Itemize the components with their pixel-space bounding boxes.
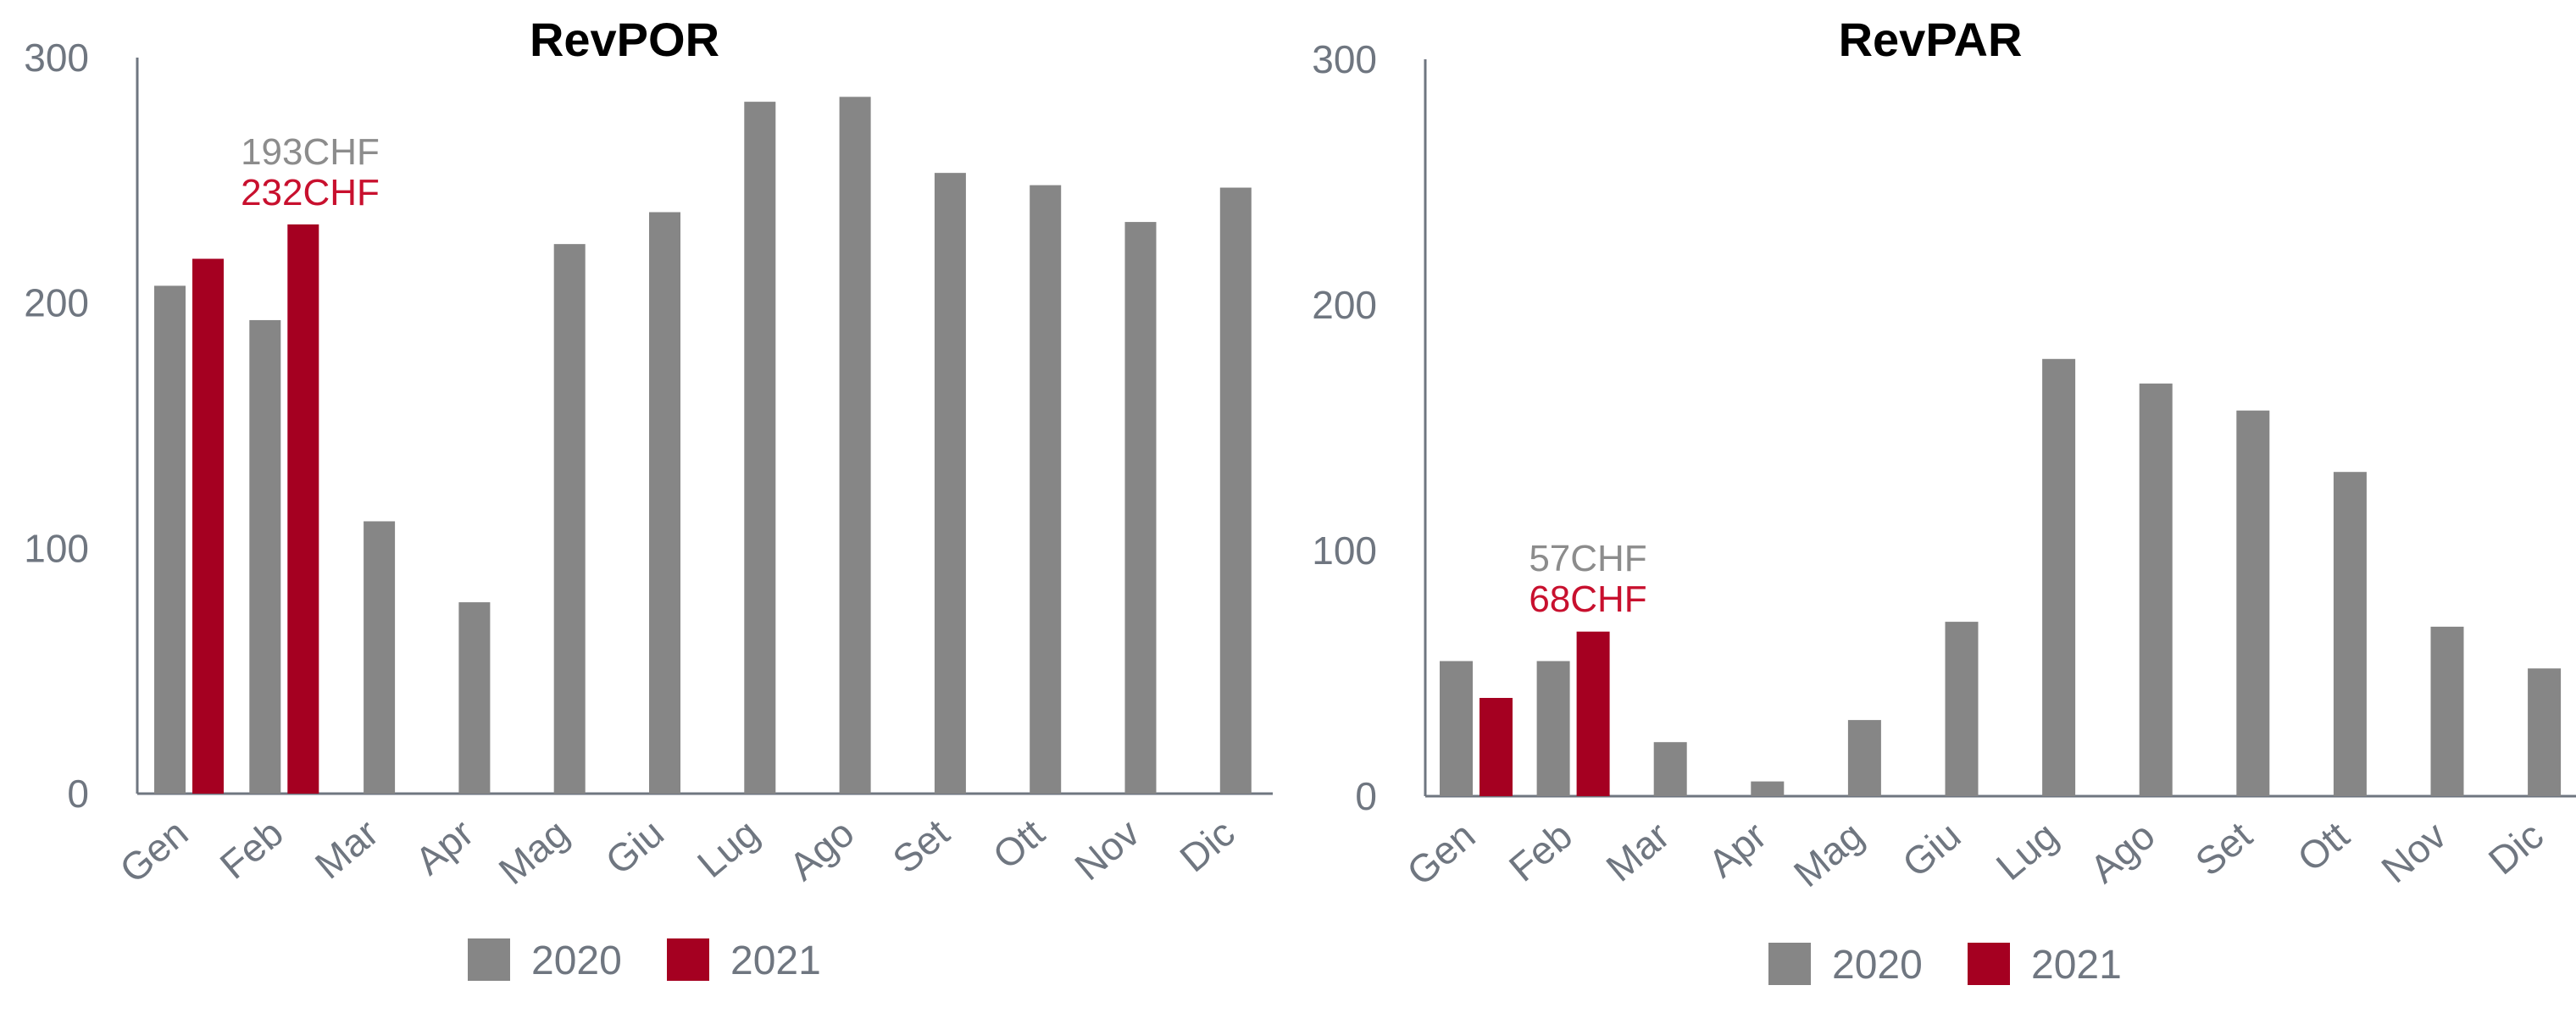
revpar-chart-title: RevPAR xyxy=(1839,13,2023,66)
revpor-x-tick-label: Mar xyxy=(307,811,386,888)
revpor-x-tick-label: Dic xyxy=(1171,811,1242,881)
revpar-data-label: 68CHF xyxy=(1529,578,1646,620)
revpor-x-tick-label: Ago xyxy=(780,811,862,888)
revpar-x-tick-label: Set xyxy=(2187,813,2260,884)
revpar-legend-swatch-2020 xyxy=(1768,943,1811,985)
revpor-bar-2020-apr xyxy=(458,602,491,794)
revpor-legend-label: 2020 xyxy=(531,938,622,983)
revpor-legend-swatch-2020 xyxy=(468,938,510,981)
revpor-x-tick-label: Nov xyxy=(1066,811,1147,888)
revpar-y-tick-label: 200 xyxy=(1312,283,1377,327)
revpar-bar-2020-gen xyxy=(1440,661,1473,796)
revpor-bar-2020-giu xyxy=(649,212,680,794)
revpar-x-tick-label: Giu xyxy=(1894,813,1968,886)
revpar-legend-label: 2020 xyxy=(1832,943,1923,988)
revpar-x-tick-label: Dic xyxy=(2480,813,2551,883)
revpar-x-tick-label: Nov xyxy=(2373,813,2454,891)
revpor-x-tick-label: Ott xyxy=(985,811,1053,877)
revpor-x-tick-label: Lug xyxy=(689,811,767,886)
revpor-bar-2020-ago xyxy=(839,97,871,794)
revpor-bar-2020-dic xyxy=(1219,187,1252,794)
revpor-bar-2020-lug xyxy=(744,102,776,794)
revpor-x-tick-label: Feb xyxy=(212,811,291,888)
revpar-bar-2021-feb xyxy=(1576,631,1610,796)
revpar-x-tick-label: Lug xyxy=(1988,813,2066,888)
revpar-bar-2021-gen xyxy=(1480,698,1513,796)
revpor-y-tick-label: 100 xyxy=(24,526,89,570)
revpar-bar-2020-ago xyxy=(2139,383,2173,796)
revpar-x-tick-label: Gen xyxy=(1398,813,1483,894)
revpar-bar-2020-ott xyxy=(2333,472,2367,796)
revpor-bar-2020-ott xyxy=(1030,185,1062,794)
revpor-bar-2021-gen xyxy=(192,258,224,794)
revpar-bar-2020-set xyxy=(2236,410,2270,796)
revpor-bar-2021-feb xyxy=(287,224,319,794)
revpor-data-label: 193CHF xyxy=(241,131,380,173)
revpor-x-tick-label: Giu xyxy=(597,811,672,883)
revpar-x-tick-label: Feb xyxy=(1501,813,1580,890)
revpar-x-tick-label: Ago xyxy=(2081,813,2162,891)
revpor-bar-2020-gen xyxy=(154,285,186,794)
revpor-data-label: 232CHF xyxy=(241,172,380,213)
revpor-bar-2020-mar xyxy=(364,521,396,794)
revpor-bar-2020-set xyxy=(934,173,966,794)
revpor-x-tick-label: Mag xyxy=(491,811,577,893)
revpar-x-tick-label: Mar xyxy=(1598,813,1678,890)
revpar-bar-2020-lug xyxy=(2042,358,2076,796)
revpar-x-tick-label: Mag xyxy=(1785,813,1872,895)
revpar-y-tick-label: 300 xyxy=(1312,37,1377,81)
revpor-y-tick-label: 200 xyxy=(24,281,89,325)
revpar-bar-2020-giu xyxy=(1945,622,1979,796)
revpar-bar-2020-apr xyxy=(1751,781,1785,796)
revpor-legend-label: 2021 xyxy=(730,938,821,983)
revpor-bar-2020-feb xyxy=(249,319,281,794)
revpor-x-tick-label: Apr xyxy=(407,811,481,883)
revpor-bar-2020-mag xyxy=(553,244,586,794)
revpar-y-tick-label: 0 xyxy=(1355,774,1377,818)
revpar-bar-2020-mar xyxy=(1653,742,1687,796)
revpor-y-tick-label: 300 xyxy=(24,36,89,80)
revpar-bar-2020-feb xyxy=(1536,661,1570,796)
revpar-bar-2020-nov xyxy=(2430,626,2464,796)
revpar-x-tick-label: Apr xyxy=(1700,813,1774,886)
revpor-x-tick-label: Set xyxy=(885,811,958,882)
revpar-x-tick-label: Ott xyxy=(2289,813,2357,880)
revpor-bar-2020-nov xyxy=(1124,222,1157,794)
revpar-legend-swatch-2021 xyxy=(1968,943,2010,985)
revpor-chart-title: RevPOR xyxy=(530,13,719,66)
revpar-bar-2020-dic xyxy=(2528,668,2562,796)
revpor-x-tick-label: Gen xyxy=(111,811,196,892)
revpar-legend-label: 2021 xyxy=(2031,943,2122,988)
revpar-y-tick-label: 100 xyxy=(1312,529,1377,573)
revpor-legend-swatch-2021 xyxy=(667,938,709,981)
revpar-bar-2020-mag xyxy=(1847,720,1881,796)
revpar-data-label: 57CHF xyxy=(1529,538,1646,579)
revpor-y-tick-label: 0 xyxy=(67,772,89,816)
